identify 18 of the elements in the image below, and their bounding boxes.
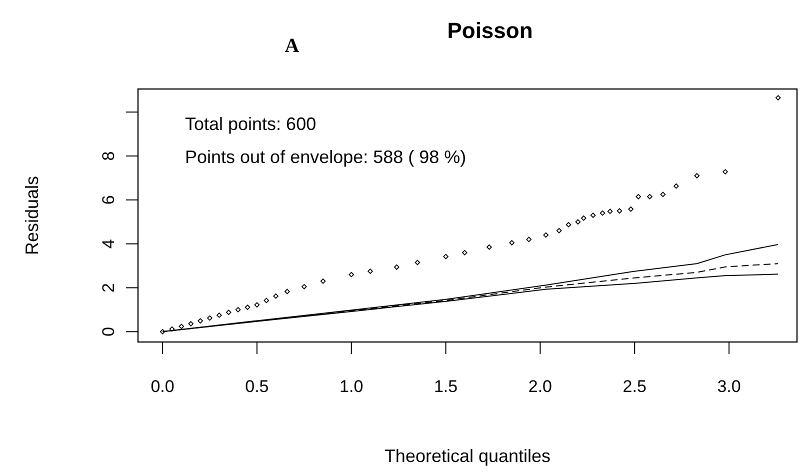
x-tick-label: 3.0 bbox=[717, 377, 741, 396]
x-axis-title: Theoretical quantiles bbox=[384, 446, 551, 466]
y-tick-label: 0 bbox=[99, 326, 118, 336]
y-tick-label: 8 bbox=[99, 151, 118, 161]
y-tick-label: 2 bbox=[99, 283, 118, 292]
y-axis-title: Residuals bbox=[22, 176, 42, 256]
x-tick-label: 1.5 bbox=[434, 377, 458, 396]
x-tick-label: 1.0 bbox=[340, 377, 364, 396]
x-tick-label: 0.5 bbox=[245, 377, 269, 396]
annotation: Points out of envelope: 588 ( 98 %) bbox=[185, 147, 466, 167]
x-tick-label: 2.5 bbox=[622, 377, 646, 396]
chart-title: Poisson bbox=[447, 18, 533, 43]
x-tick-label: 0.0 bbox=[150, 377, 174, 396]
y-tick-label: 4 bbox=[99, 239, 118, 249]
text: A bbox=[284, 35, 300, 57]
x-tick-label: 2.0 bbox=[528, 377, 552, 396]
y-tick-label: 6 bbox=[99, 195, 118, 205]
annotation: Total points: 600 bbox=[185, 114, 316, 134]
